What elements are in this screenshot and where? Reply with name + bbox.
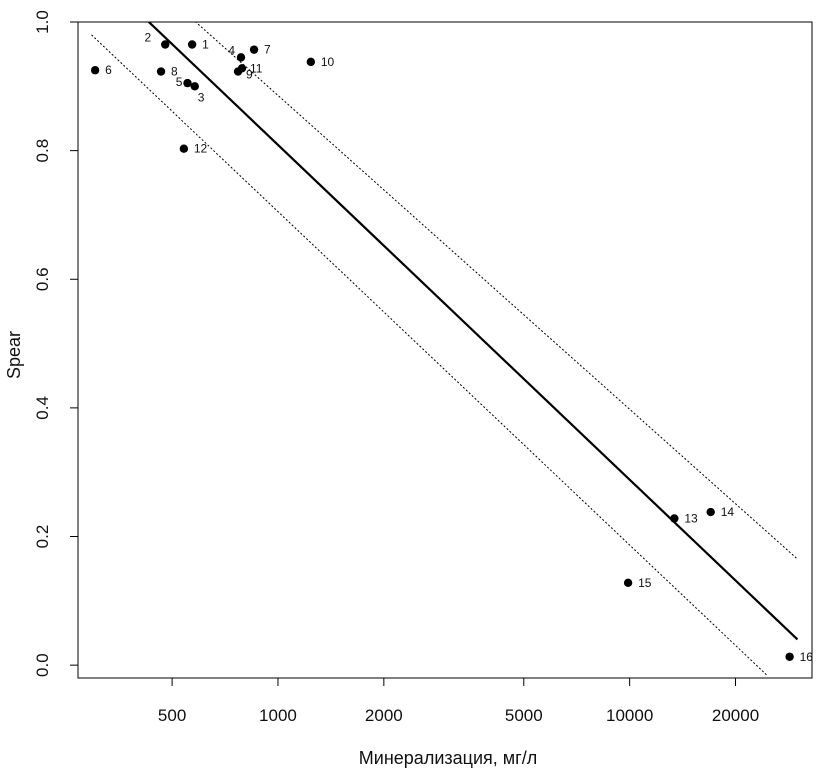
data-point-label: 4: [228, 43, 235, 57]
data-point-label: 2: [145, 31, 152, 45]
x-tick-label: 1000: [259, 706, 297, 725]
x-tick-label: 10000: [606, 706, 653, 725]
data-point: [670, 514, 678, 522]
confidence-upper-line: [192, 19, 797, 559]
plot-frame: [78, 22, 812, 678]
x-axis-title: Минерализация, мг/л: [359, 748, 537, 768]
y-tick-label: 0.0: [33, 653, 52, 677]
data-point: [624, 579, 632, 587]
data-point: [785, 653, 793, 661]
data-point: [706, 508, 714, 516]
y-tick-label: 0.8: [33, 139, 52, 163]
data-point: [238, 64, 246, 72]
confidence-lower-line: [92, 35, 767, 675]
chart-axes: 500 1000 2000 5000 10000 20000 0.0 0.2 0.4 0.6 0.8…: [33, 10, 759, 725]
data-point: [188, 40, 196, 48]
data-point: [183, 79, 191, 87]
y-tick-label: 0.2: [33, 525, 52, 549]
regression-line: [145, 19, 797, 640]
data-point: [161, 40, 169, 48]
data-point: [191, 82, 199, 90]
data-point-label: 10: [321, 55, 335, 69]
x-tick-label: 500: [158, 706, 186, 725]
data-point: [91, 66, 99, 74]
data-point: [307, 58, 315, 66]
y-axis-title: Spear: [4, 331, 24, 379]
data-point-label: 11: [250, 61, 263, 75]
data-point-label: 13: [684, 512, 698, 526]
data-point-label: 7: [264, 43, 271, 57]
y-tick-label: 1.0: [33, 10, 52, 34]
y-tick-label: 0.6: [33, 267, 52, 291]
x-tick-label: 5000: [505, 706, 543, 725]
x-tick-label: 2000: [365, 706, 403, 725]
data-point: [250, 45, 258, 53]
x-tick-label: 20000: [712, 706, 759, 725]
data-point-label: 16: [800, 650, 814, 664]
data-point-label: 15: [638, 576, 652, 590]
data-point-label: 6: [105, 63, 112, 77]
data-point-label: 8: [171, 65, 178, 79]
data-point: [180, 144, 188, 152]
data-point-label: 14: [721, 505, 735, 519]
y-tick-label: 0.4: [33, 396, 52, 420]
data-point-label: 1: [202, 38, 209, 52]
data-point-label: 3: [198, 90, 205, 104]
data-point-label: 12: [194, 142, 208, 156]
data-point: [157, 67, 165, 75]
data-point: [237, 53, 245, 61]
